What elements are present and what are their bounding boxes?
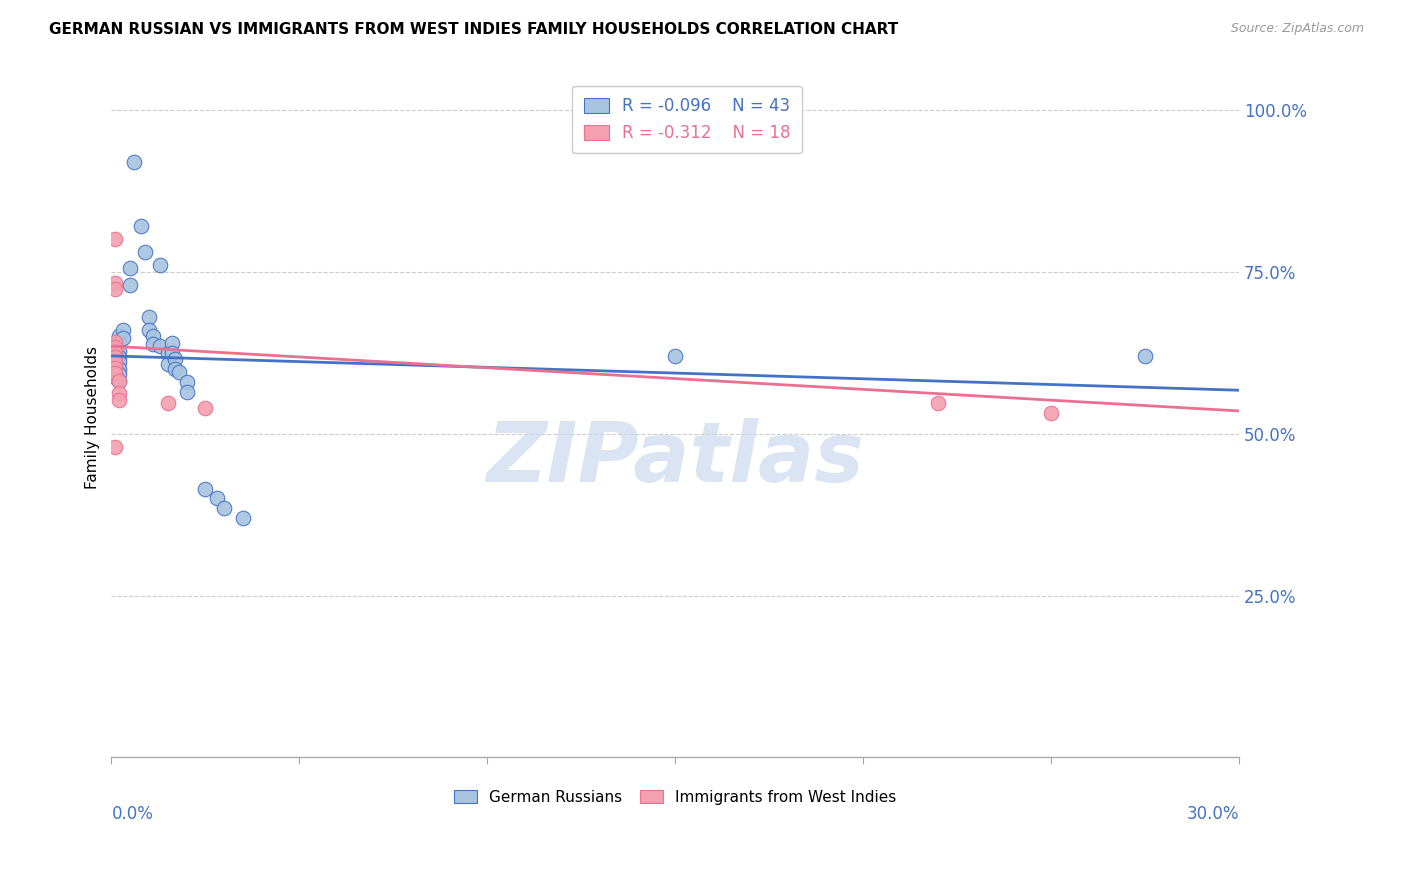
Point [104, 366, 127, 380]
Point [104, 340, 127, 354]
Text: 30.0%: 30.0% [1187, 805, 1239, 823]
Point [131, 219, 153, 234]
Point [104, 350, 127, 364]
Point [104, 354, 127, 368]
Point [104, 440, 127, 454]
Point [138, 323, 160, 337]
Point [108, 367, 131, 381]
Point [104, 281, 127, 295]
Point [104, 345, 127, 359]
Point [927, 395, 949, 409]
Point [176, 384, 198, 399]
Point [664, 349, 686, 363]
Point [160, 345, 183, 359]
Point [142, 337, 165, 351]
Point [1039, 406, 1062, 420]
Point [149, 258, 172, 272]
Point [232, 510, 254, 524]
Point [165, 352, 187, 367]
Text: 0.0%: 0.0% [111, 805, 153, 823]
Point [104, 232, 127, 246]
Point [104, 348, 127, 362]
Point [120, 277, 142, 292]
Point [205, 491, 228, 506]
Point [149, 339, 172, 353]
Point [104, 334, 127, 349]
Point [111, 331, 134, 345]
Point [104, 365, 127, 379]
Point [160, 335, 183, 350]
Point [108, 374, 131, 388]
Point [108, 386, 131, 401]
Text: ZIPatlas: ZIPatlas [486, 417, 865, 499]
Point [108, 392, 131, 407]
Point [108, 335, 131, 350]
Point [108, 350, 131, 364]
Point [156, 357, 179, 371]
Point [111, 323, 134, 337]
Point [142, 329, 165, 343]
Point [104, 359, 127, 373]
Point [176, 375, 198, 389]
Y-axis label: Family Households: Family Households [86, 346, 100, 489]
Point [156, 395, 179, 409]
Point [104, 337, 127, 351]
Point [104, 369, 127, 384]
Point [165, 362, 187, 376]
Point [104, 355, 127, 369]
Point [108, 343, 131, 358]
Point [108, 355, 131, 369]
Text: GERMAN RUSSIAN VS IMMIGRANTS FROM WEST INDIES FAMILY HOUSEHOLDS CORRELATION CHAR: GERMAN RUSSIAN VS IMMIGRANTS FROM WEST I… [49, 22, 898, 37]
Point [108, 374, 131, 388]
Point [120, 261, 142, 276]
Point [138, 310, 160, 324]
Point [134, 245, 156, 260]
Point [104, 360, 127, 375]
Point [1133, 349, 1156, 363]
Point [108, 329, 131, 343]
Point [212, 501, 235, 516]
Point [156, 345, 179, 359]
Point [104, 277, 127, 291]
Point [104, 345, 127, 359]
Legend: German Russians, Immigrants from West Indies: German Russians, Immigrants from West In… [447, 784, 903, 811]
Point [194, 482, 217, 496]
Point [167, 365, 190, 379]
Point [108, 362, 131, 376]
Point [194, 401, 217, 415]
Point [122, 154, 145, 169]
Text: Source: ZipAtlas.com: Source: ZipAtlas.com [1230, 22, 1364, 36]
